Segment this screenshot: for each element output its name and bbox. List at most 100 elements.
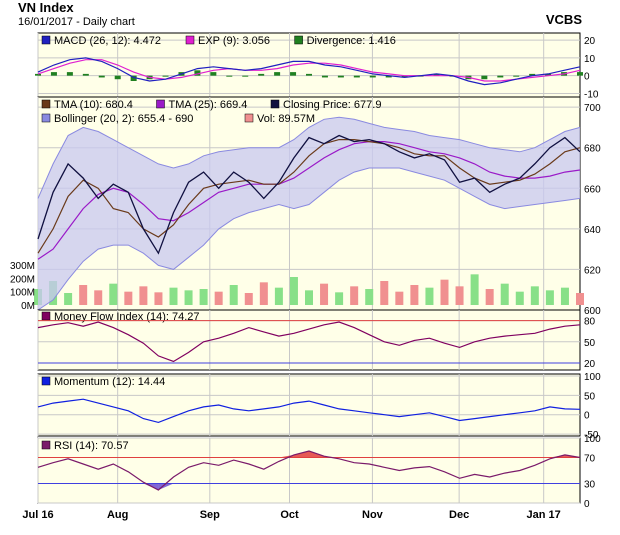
rsi-ytick: 30 xyxy=(584,480,596,491)
x-axis-label: Jul 16 xyxy=(22,509,53,521)
volume-bar xyxy=(199,289,208,305)
divergence-bar xyxy=(545,73,552,76)
volume-bar xyxy=(244,293,253,305)
volume-bar xyxy=(576,293,584,305)
volume-bar xyxy=(470,274,479,305)
macd-legend-label: MACD (26, 12): 4.472 xyxy=(54,35,161,47)
divergence-bar xyxy=(513,75,520,77)
price-legend-label: Vol: 89.57M xyxy=(257,113,315,125)
macd-legend-swatch xyxy=(41,35,51,45)
divergence-bar xyxy=(369,75,376,78)
divergence-bar xyxy=(401,75,408,78)
price-ytick: 620 xyxy=(584,265,601,276)
volume-ytick: 300M xyxy=(10,261,35,272)
mfi-ytick: 20 xyxy=(584,359,596,370)
volume-bar xyxy=(169,287,178,305)
momentum-ytick: 50 xyxy=(584,391,596,402)
divergence-bar xyxy=(274,72,281,76)
rsi-overbought-fill xyxy=(549,454,565,458)
volume-bar xyxy=(124,291,133,305)
divergence-bar xyxy=(290,72,297,76)
x-axis-label: Aug xyxy=(107,509,128,521)
volume-ytick: 200M xyxy=(10,274,35,285)
volume-bar xyxy=(425,287,434,305)
volume-bar xyxy=(395,291,404,305)
bollinger-band xyxy=(38,117,580,310)
volume-bar xyxy=(109,283,118,305)
volume-bar xyxy=(380,281,389,305)
bollinger-lower xyxy=(37,167,581,311)
volume-bar xyxy=(94,290,103,305)
divergence-bar xyxy=(306,73,312,76)
volume-bar xyxy=(289,277,298,305)
macd-legend-label: EXP (9): 3.056 xyxy=(198,35,270,47)
price-legend-swatch xyxy=(244,113,254,123)
volume-bar xyxy=(440,279,449,305)
x-axis-label: Sep xyxy=(200,509,220,521)
divergence-bar xyxy=(130,75,137,81)
volume-bar xyxy=(214,291,223,305)
volume-bar xyxy=(455,286,464,305)
macd-frame xyxy=(37,32,581,98)
divergence-bar xyxy=(353,75,360,78)
mfi-legend-swatch xyxy=(41,311,51,321)
volume-bar xyxy=(274,287,283,305)
rsi-ytick: 0 xyxy=(584,499,590,510)
divergence-bar xyxy=(497,75,504,78)
rsi-ytick: 100 xyxy=(584,434,601,445)
price-ytick: 680 xyxy=(584,144,601,155)
momentum-legend-label: Momentum (12): 14.44 xyxy=(54,376,165,388)
volume-bar xyxy=(229,285,238,305)
rsi-overbought-fill xyxy=(293,451,309,458)
volume-bar xyxy=(305,290,313,305)
volume-bar xyxy=(410,285,419,305)
divergence-bar xyxy=(529,73,536,76)
mfi-legend-label: Money Flow Index (14): 74.27 xyxy=(54,311,200,323)
rsi-ytick: 70 xyxy=(584,454,596,465)
price-ytick: 700 xyxy=(584,103,601,114)
rsi-oversold-fill xyxy=(158,483,174,490)
chart-title: VN Index xyxy=(18,0,74,15)
price-legend-swatch xyxy=(156,99,165,109)
volume-bar xyxy=(259,282,268,305)
macd-legend-swatch xyxy=(294,35,303,45)
divergence-bar xyxy=(98,75,105,78)
price-legend-swatch xyxy=(270,99,280,109)
chart-source: VCBS xyxy=(545,12,582,27)
divergence-bar xyxy=(577,72,583,76)
volume-bar xyxy=(515,291,524,305)
volume-bar xyxy=(154,292,163,305)
x-axis-label: Jan 17 xyxy=(527,509,561,521)
mfi-ytick: 50 xyxy=(584,338,596,349)
volume-ytick: 0M xyxy=(21,301,35,312)
mfi-ytick: 80 xyxy=(584,317,596,328)
volume-bar xyxy=(545,290,554,305)
x-axis-label: Nov xyxy=(362,509,384,521)
divergence-bar xyxy=(50,72,57,76)
price-legend-label: TMA (10): 680.4 xyxy=(54,99,133,111)
tma10-line xyxy=(37,139,581,254)
divergence-bar xyxy=(385,75,392,78)
macd-ytick: 0 xyxy=(584,72,590,83)
divergence-bar xyxy=(162,75,169,77)
macd-ytick: 20 xyxy=(584,36,596,47)
mfi-line xyxy=(37,321,581,363)
momentum-frame xyxy=(37,373,581,437)
x-axis-label: Oct xyxy=(280,509,299,521)
price-legend-swatch xyxy=(41,99,51,109)
divergence-bar xyxy=(194,70,201,76)
macd-line xyxy=(37,57,581,86)
macd-ytick: 10 xyxy=(584,54,596,65)
volume-bar xyxy=(530,286,539,305)
divergence-bar xyxy=(337,75,344,78)
macd-ytick: -10 xyxy=(584,89,599,100)
divergence-bar xyxy=(242,75,249,77)
volume-bar xyxy=(64,293,73,305)
divergence-bar xyxy=(114,75,121,80)
momentum-ytick: 100 xyxy=(584,372,601,383)
volume-bar xyxy=(335,292,344,305)
volume-bar xyxy=(350,286,359,305)
exp-line xyxy=(37,59,581,82)
price-ytick: 660 xyxy=(584,184,601,195)
